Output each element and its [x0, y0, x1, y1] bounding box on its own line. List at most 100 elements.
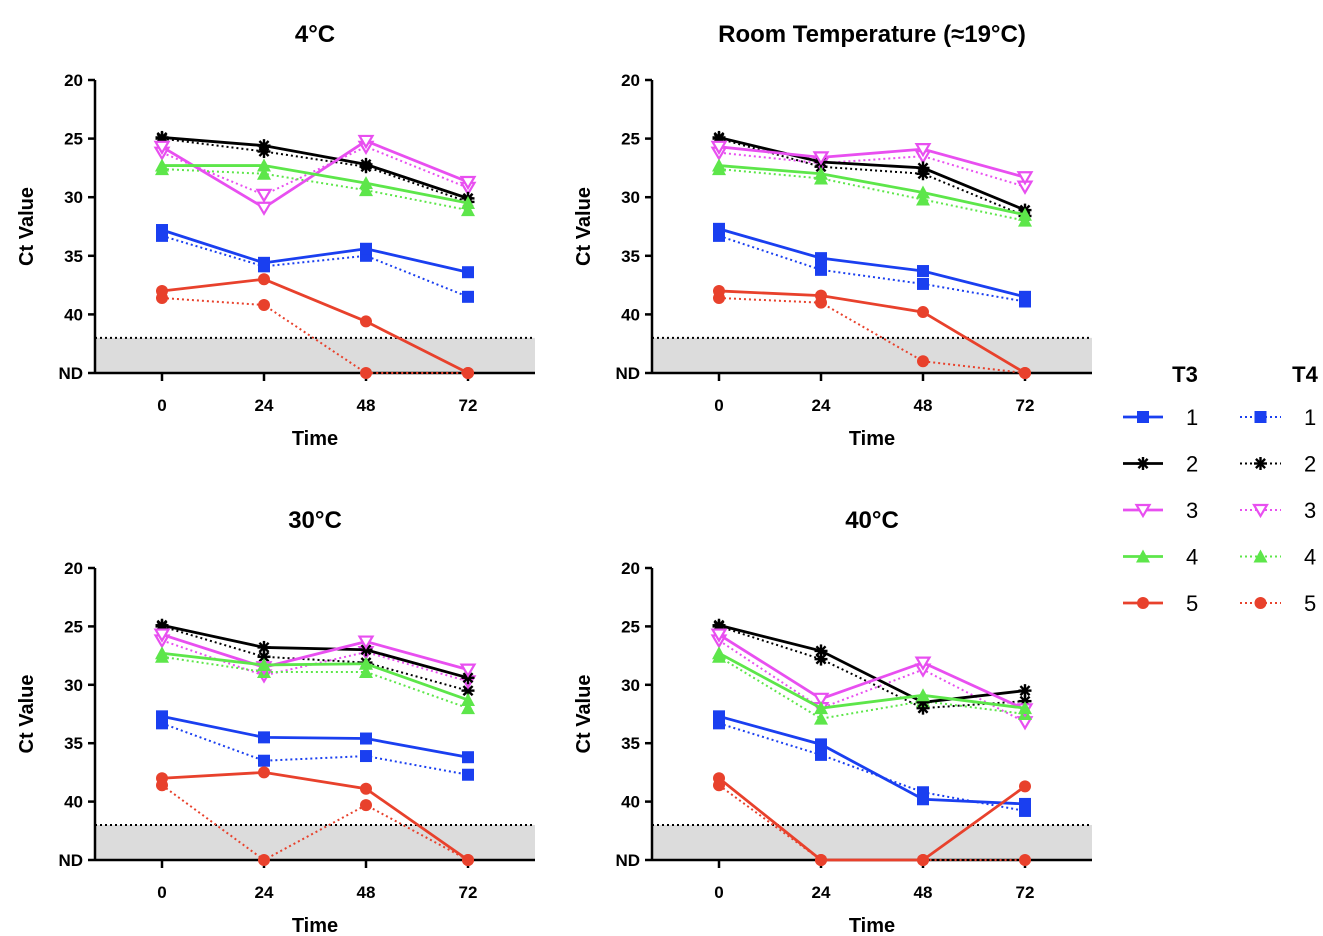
x-axis-label: Time	[849, 915, 895, 936]
legend-entry-t3-3: 3	[1123, 498, 1198, 523]
data-point	[359, 664, 373, 678]
data-point	[257, 166, 271, 180]
series-line	[161, 136, 469, 200]
legend-title-t3: T3	[1172, 362, 1198, 387]
y-tick-label-nd: ND	[615, 364, 640, 383]
data-point	[461, 701, 475, 715]
y-tick-label: 40	[64, 793, 83, 812]
data-point	[712, 158, 726, 172]
legend-label: 5	[1186, 591, 1198, 616]
data-point	[814, 166, 828, 180]
data-point	[916, 192, 930, 206]
data-point	[257, 657, 271, 671]
series-line	[718, 296, 1026, 374]
data-point	[258, 766, 270, 779]
data-point	[156, 284, 168, 297]
series-t3-1	[713, 222, 1031, 303]
y-tick-label: 40	[621, 305, 640, 324]
legend-entry-t4-1: 1	[1240, 405, 1316, 430]
data-point	[914, 143, 932, 158]
data-point	[153, 628, 171, 643]
data-point	[1018, 701, 1032, 715]
y-tick-label: 20	[621, 559, 640, 578]
series-t4-1	[156, 717, 474, 781]
data-point	[258, 273, 270, 286]
data-point	[1018, 684, 1032, 698]
series-line	[161, 145, 469, 196]
data-point	[462, 367, 474, 379]
series-line	[718, 777, 1026, 862]
data-point	[459, 663, 477, 678]
data-point	[917, 265, 929, 278]
series-t3-3	[153, 628, 477, 678]
data-point	[916, 688, 930, 702]
square-icon	[1137, 411, 1149, 423]
series-t3-4	[155, 646, 475, 706]
data-point	[713, 710, 725, 723]
legend-label: 5	[1304, 591, 1316, 616]
data-point	[812, 692, 830, 707]
series-line	[718, 722, 1026, 812]
x-tick-label: 72	[1016, 396, 1035, 415]
series-t3-5	[156, 273, 474, 379]
data-point	[1019, 854, 1031, 866]
x-tick-label: 0	[157, 883, 166, 902]
data-point	[258, 256, 270, 269]
x-tick-label: 48	[914, 883, 933, 902]
data-point	[815, 263, 827, 276]
data-point	[156, 710, 168, 723]
data-point	[710, 140, 728, 155]
asterisk-icon	[1136, 457, 1150, 470]
data-point	[712, 646, 726, 660]
legend-label: 3	[1186, 498, 1198, 523]
series-t3-5	[713, 284, 1031, 379]
y-tick-label: 30	[621, 676, 640, 695]
y-tick-label: 25	[621, 130, 640, 149]
data-point	[713, 284, 725, 297]
y-tick-label: 35	[621, 247, 640, 266]
data-point	[1016, 171, 1034, 186]
data-point	[359, 183, 373, 197]
x-tick-label: 0	[714, 883, 723, 902]
x-tick-label: 24	[255, 396, 274, 415]
series-t4-1	[156, 229, 474, 303]
y-tick-label: 35	[621, 734, 640, 753]
series-line	[161, 651, 469, 702]
y-tick-label: 25	[64, 130, 83, 149]
data-point	[812, 151, 830, 166]
legend-label: 3	[1304, 498, 1316, 523]
data-point	[359, 656, 373, 670]
data-point	[814, 644, 828, 658]
data-point	[713, 222, 725, 235]
series-line	[718, 633, 1026, 711]
nd-band	[95, 337, 535, 373]
series-line	[718, 652, 1026, 710]
data-point	[461, 196, 475, 210]
series-t3-5	[713, 772, 1031, 866]
x-tick-label: 24	[812, 396, 831, 415]
series-line	[161, 714, 469, 759]
series-t3-4	[712, 646, 1032, 715]
series-t3-3	[710, 140, 1034, 186]
series-t3-2	[155, 618, 475, 685]
x-tick-label: 72	[459, 883, 478, 902]
legend-entry-t3-5: 5	[1123, 591, 1198, 616]
y-tick-label: 20	[64, 71, 83, 90]
data-point	[917, 306, 929, 319]
x-tick-label: 0	[157, 396, 166, 415]
legend-title-t4: T4	[1292, 362, 1318, 387]
data-point	[814, 711, 828, 725]
data-point	[1019, 797, 1031, 810]
y-tick-label: 40	[64, 305, 83, 324]
legend-label: 2	[1186, 452, 1198, 477]
data-point	[258, 731, 270, 744]
series-t4-2	[712, 132, 1032, 223]
chart-title: 30°C	[288, 507, 342, 534]
data-point	[917, 793, 929, 806]
series-line	[718, 639, 1026, 724]
data-point	[461, 203, 475, 217]
x-axis-label: Time	[292, 915, 338, 936]
y-tick-label-nd: ND	[615, 851, 640, 870]
data-point	[814, 701, 828, 715]
data-point	[257, 640, 271, 654]
